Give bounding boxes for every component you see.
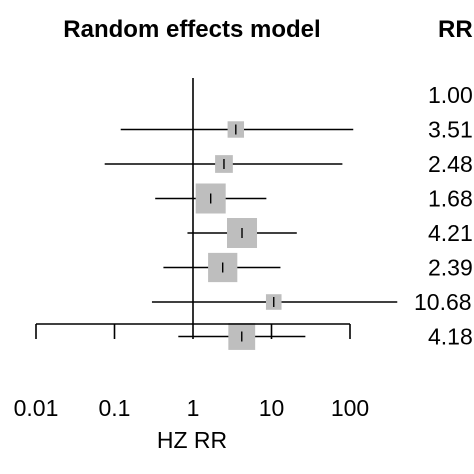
x-tick-label: 0.01 xyxy=(14,395,59,421)
rr-value-label: 1.68 xyxy=(428,186,473,212)
x-tick-label: 10 xyxy=(259,395,285,421)
study-row: 4.18 xyxy=(178,323,473,350)
study-row: 10.68 xyxy=(151,289,472,315)
study-row: 1.68 xyxy=(155,183,473,214)
chart-title: Random effects model xyxy=(63,16,320,43)
x-axis-label: HZ RR xyxy=(157,427,227,453)
rr-value-label: 2.39 xyxy=(428,255,473,281)
study-row: 4.21 xyxy=(187,218,473,248)
rr-value-label: 1.00 xyxy=(428,82,473,108)
x-tick-label: 100 xyxy=(331,395,369,421)
x-tick-label: 0.1 xyxy=(99,395,131,421)
rr-value-label: 4.21 xyxy=(428,220,473,246)
study-row: 1.00 xyxy=(428,82,473,108)
rr-value-label: 2.48 xyxy=(428,151,473,177)
study-row: 2.39 xyxy=(163,252,473,283)
rr-value-label: 10.68 xyxy=(414,289,472,315)
x-tick-label: 1 xyxy=(187,395,200,421)
study-rows: 1.00 3.51 2.48 1.68 4.21 2.39 10.68 4.18 xyxy=(104,82,473,350)
x-axis: 0.01 0.1 1 10 100 xyxy=(14,323,369,421)
study-row: 3.51 xyxy=(120,117,473,143)
rr-value-label: 3.51 xyxy=(428,117,473,143)
rr-column-header: RR xyxy=(438,16,473,43)
rr-value-label: 4.18 xyxy=(428,324,473,350)
study-row: 2.48 xyxy=(104,151,473,177)
